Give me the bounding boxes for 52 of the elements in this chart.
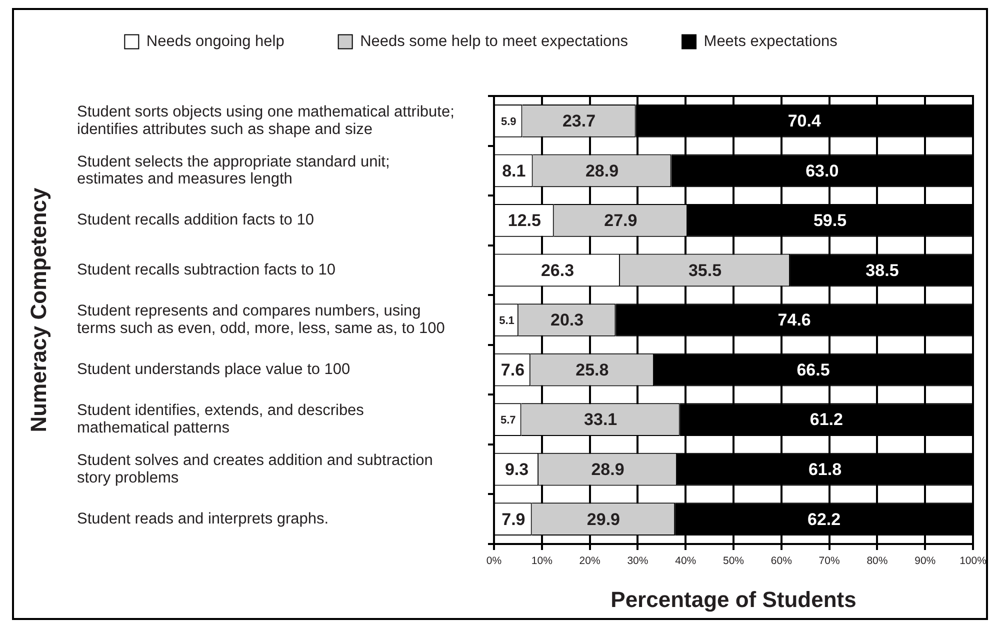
data-label: 20.3 [550,310,584,330]
data-label: 9.3 [504,460,529,480]
data-label: 27.9 [604,211,638,230]
data-label: 66.5 [796,360,830,380]
x-tick-label: 60% [770,555,792,568]
x-axis-title: Percentage of Students [610,586,856,612]
x-tick-label: 100% [960,555,986,568]
y-tick-label: Student reads and interprets graphs. [77,510,329,528]
data-label: 74.6 [778,310,811,330]
data-label: 5.7 [500,414,516,427]
x-tick-label: 40% [675,555,696,568]
data-label: 7.6 [500,360,525,380]
data-label: 33.1 [584,410,618,430]
y-tick-label: Student solves and creates addition and subtraction story problems [77,452,433,486]
x-tick-label: 20% [579,555,600,568]
data-label: 12.5 [508,211,541,230]
data-label: 7.9 [502,510,526,529]
x-tick-label: 80% [866,555,888,568]
data-label: 5.9 [500,116,516,128]
data-label: 29.9 [586,510,620,529]
y-tick-label: Student recalls addition facts to 10 [77,212,314,229]
legend-label: Needs some help to meet expectations [360,33,628,50]
y-tick-label: Student represents and compares numbers, using terms such as even, odd, more, less, same as, to 100 [77,302,446,337]
data-label: 28.9 [591,460,624,480]
data-label: 38.5 [866,260,899,280]
data-label: 63.0 [806,161,839,180]
y-tick-label: Student sorts objects using one mathematical attribute; identifies attributes such as shape and size [77,103,454,138]
legend-label: Meets expectations [704,33,838,50]
y-tick-label: Student understands place value to 100 [77,361,351,378]
data-label: 35.5 [688,260,722,280]
x-tick-label: 30% [627,555,648,568]
x-tick-label: 50% [722,555,744,568]
y-axis-title: Numeracy Competency [26,186,52,432]
data-label: 70.4 [788,112,822,131]
data-label: 26.3 [540,260,574,280]
data-label: 8.1 [502,161,526,180]
x-tick-label: 90% [914,555,936,568]
data-label: 28.9 [585,161,619,180]
y-tick-label: Student selects the appropriate standard unit; estimates and measures length [77,153,390,188]
y-tick-label: Student recalls subtraction facts to 10 [77,262,336,279]
y-tick-label: Student identifies, extends, and describes mathematical patterns [77,402,364,437]
data-label: 61.8 [808,460,842,480]
x-tick-label: 70% [818,555,840,568]
legend-label: Needs ongoing help [146,33,284,50]
data-label: 5.1 [499,315,514,328]
data-label: 23.7 [562,112,596,131]
data-label: 62.2 [807,510,841,529]
data-label: 59.5 [813,211,847,230]
data-label: 61.2 [810,410,843,430]
x-tick-label: 0% [486,555,502,568]
x-tick-label: 10% [531,555,552,568]
data-label: 25.8 [576,360,609,380]
